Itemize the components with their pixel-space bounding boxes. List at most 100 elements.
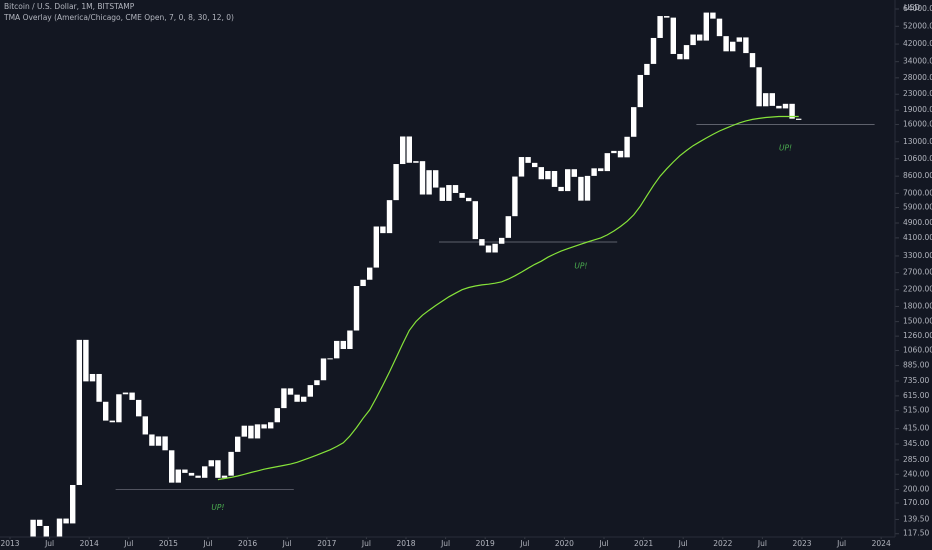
candle <box>380 226 386 234</box>
x-tick-label: 2020 <box>555 539 574 548</box>
candle <box>716 18 723 37</box>
candle <box>723 36 729 52</box>
candle <box>485 245 492 253</box>
candle <box>314 380 320 386</box>
candle <box>433 170 439 188</box>
x-tick-label: Jul <box>519 539 529 548</box>
candle <box>188 472 195 476</box>
candle <box>122 392 129 395</box>
candle <box>756 67 762 107</box>
candle <box>393 164 399 201</box>
x-tick-label: Jul <box>361 539 371 548</box>
candle <box>386 200 393 234</box>
candle <box>294 394 300 402</box>
line-series <box>217 115 799 481</box>
candle <box>558 186 564 192</box>
candle <box>690 34 696 46</box>
candle <box>30 519 36 537</box>
y-tick-label: 2200.00 <box>903 285 932 294</box>
candle <box>37 519 43 526</box>
candle <box>43 525 49 537</box>
candle <box>459 192 465 198</box>
candle <box>202 466 208 478</box>
candle <box>637 74 643 108</box>
y-tick-label: 1060.00 <box>903 346 932 355</box>
candle <box>657 16 663 38</box>
candle <box>182 469 188 473</box>
x-tick-label: Jul <box>123 539 133 548</box>
candle <box>776 105 782 109</box>
y-tick-label: 5900.00 <box>903 203 932 212</box>
x-tick-label: Jul <box>678 539 688 548</box>
y-tick-label: 28000.00 <box>903 73 932 82</box>
x-tick-label: 2023 <box>792 539 811 548</box>
candle <box>228 451 234 476</box>
candle <box>512 176 518 217</box>
candle <box>683 45 690 60</box>
candle <box>525 157 531 163</box>
candle <box>763 93 769 107</box>
candle <box>103 401 109 421</box>
y-tick-label: 34000.00 <box>903 57 932 66</box>
candle <box>710 12 716 19</box>
candle <box>175 469 181 483</box>
y-tick-label: 345.00 <box>903 439 929 448</box>
y-tick-label: 8600.00 <box>903 171 932 180</box>
x-tick-label: 2018 <box>396 539 415 548</box>
candle <box>545 171 551 180</box>
candle <box>703 12 709 41</box>
candle <box>578 176 584 201</box>
candle <box>287 388 294 395</box>
candle <box>518 157 525 177</box>
y-tick-label: 7000.00 <box>903 188 932 197</box>
candle <box>142 416 148 435</box>
candle <box>439 187 445 201</box>
candle <box>789 103 795 119</box>
y-tick-label: 200.00 <box>903 484 929 493</box>
candle <box>136 399 142 417</box>
candle <box>301 396 307 402</box>
candle <box>571 169 577 177</box>
candle <box>320 358 327 381</box>
x-tick-label: Jul <box>440 539 450 548</box>
candle <box>76 339 82 485</box>
x-tick-label: Jul <box>598 539 608 548</box>
x-tick-label: 2024 <box>872 539 891 548</box>
y-axis-label: USD <box>904 3 920 12</box>
y-tick-label: 13000.00 <box>903 137 932 146</box>
chart-subtitle: TMA Overlay (America/Chicago, CME Open, … <box>3 13 234 22</box>
y-tick-label: 64000.00 <box>903 4 932 13</box>
candle <box>367 267 373 280</box>
candle <box>426 170 432 195</box>
chart-title: Bitcoin / U.S. Dollar, 1M, BITSTAMP <box>4 2 135 11</box>
candle <box>129 392 135 400</box>
candle <box>492 243 498 253</box>
candle <box>109 420 115 423</box>
candle <box>584 175 591 201</box>
annotation: UP! <box>211 503 224 512</box>
candle <box>782 103 789 109</box>
y-tick-label: 515.00 <box>903 406 929 415</box>
x-tick-label: Jul <box>202 539 212 548</box>
candle <box>736 37 742 42</box>
candle <box>215 460 221 478</box>
candle <box>796 118 802 120</box>
candle <box>670 17 676 54</box>
candle <box>591 168 597 176</box>
y-tick-label: 16000.00 <box>903 119 932 128</box>
y-tick-label: 19000.00 <box>903 105 932 114</box>
y-tick-label: 139.50 <box>903 514 929 523</box>
candle <box>624 136 630 158</box>
candle <box>254 424 261 439</box>
candle <box>611 150 617 154</box>
candle <box>241 425 247 437</box>
candle <box>604 153 610 172</box>
candle <box>274 408 280 423</box>
candle <box>155 436 162 446</box>
candle <box>479 239 485 246</box>
candle <box>195 475 201 478</box>
x-tick-label: 2016 <box>238 539 257 548</box>
